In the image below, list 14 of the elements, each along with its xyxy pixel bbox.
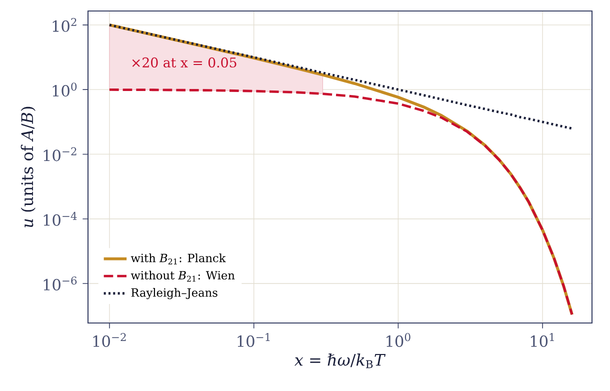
legend-label: with B$_{21}$: Planck xyxy=(130,254,226,264)
x-tick-label: 10$^{1}$ xyxy=(530,333,554,348)
x-tick-label: 10$^{0}$ xyxy=(386,333,410,348)
y-tick-label: 10$^{−4}$ xyxy=(44,212,77,226)
legend-label: Rayleigh–Jeans xyxy=(131,288,218,300)
y-tick-label: 10$^{−6}$ xyxy=(44,276,77,290)
y-tick-label: 10$^{0}$ xyxy=(52,82,77,97)
legend-label: without B$_{21}$: Wien xyxy=(130,270,235,282)
x-tick-label: 10$^{−1}$ xyxy=(238,333,270,348)
x-tick-label: 10$^{−2}$ xyxy=(93,333,126,348)
y-tick-label: 10$^{2}$ xyxy=(52,18,76,32)
annotation: ×20 at x = 0.05 xyxy=(132,57,236,68)
y-tick-label: 10$^{−2}$ xyxy=(44,147,76,162)
x-axis-title: x = ℏω/k$_{B}$T xyxy=(294,354,386,368)
